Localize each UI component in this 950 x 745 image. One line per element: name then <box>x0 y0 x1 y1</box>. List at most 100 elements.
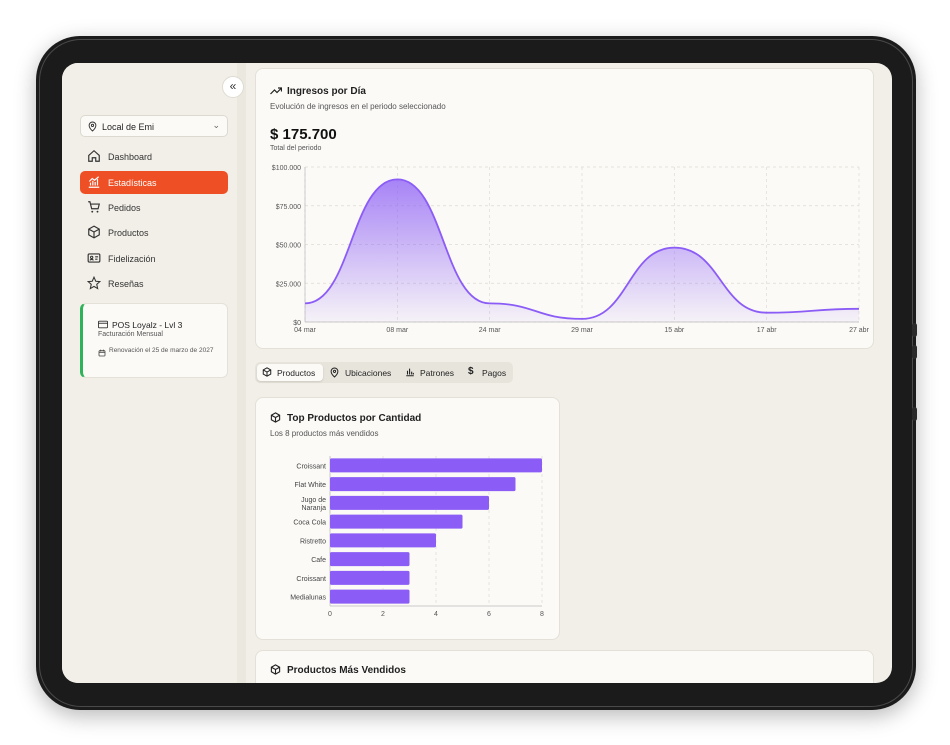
product-bar[interactable] <box>330 570 410 585</box>
category-label: Jugo de <box>301 497 326 504</box>
sidebar-item-label: Productos <box>108 228 149 238</box>
dollar-icon: $ <box>468 366 474 377</box>
product-bar[interactable] <box>330 477 516 492</box>
plan-billing: Facturación Mensual <box>98 331 163 338</box>
y-tick-label: $75.000 <box>276 204 301 211</box>
top-products-subtitle: Los 8 productos más vendidos <box>270 429 379 438</box>
revenue-card: Ingresos por Día Evolución de ingresos e… <box>255 68 874 349</box>
x-tick-label: 6 <box>487 611 491 618</box>
product-bar[interactable] <box>330 495 489 510</box>
volume-button <box>912 345 917 359</box>
y-tick-label: $50.000 <box>276 243 301 250</box>
sidebar-item-label: Pedidos <box>108 203 141 213</box>
revenue-subtitle: Evolución de ingresos en el periodo sele… <box>270 102 446 111</box>
trending-up-icon <box>270 87 282 95</box>
category-label: Naranja <box>301 505 326 512</box>
revenue-line <box>304 178 860 320</box>
app-screen: Local de Emi ⌄ Dashboard Estadísticas Pe… <box>62 63 892 683</box>
x-tick-label: 24 mar <box>479 327 501 334</box>
tablet-bezel-edge <box>39 39 913 707</box>
calendar-icon <box>98 349 106 357</box>
plan-renewal: Renovación el 25 de marzo de 2027 <box>109 347 214 354</box>
cart-icon <box>88 201 100 213</box>
tab-patrones[interactable]: Patrones <box>400 364 462 381</box>
stats-tabs: Productos Ubicaciones Patrones $ Pagos <box>255 362 513 383</box>
id-card-icon <box>87 253 101 263</box>
box-icon <box>88 225 100 239</box>
best-sellers-card: Productos Más Vendidos <box>255 650 874 683</box>
category-label: Medialunas <box>290 595 326 602</box>
category-label: Cafe <box>311 557 326 564</box>
location-select[interactable]: Local de Emi ⌄ <box>80 115 228 137</box>
x-tick-label: 2 <box>381 611 385 618</box>
x-tick-label: 15 abr <box>664 327 685 334</box>
x-tick-label: 29 mar <box>571 327 593 334</box>
chart-icon <box>88 176 100 188</box>
sidebar-item-dashboard[interactable]: Dashboard <box>80 145 228 168</box>
sidebar-item-label: Fidelización <box>108 254 156 264</box>
revenue-title: Ingresos por Día <box>287 86 366 97</box>
tab-label: Pagos <box>482 368 507 378</box>
sidebar-item-pedidos[interactable]: Pedidos <box>80 196 228 219</box>
y-tick-label: $0 <box>293 320 301 327</box>
home-icon <box>88 149 100 162</box>
y-tick-label: $25.000 <box>276 281 301 288</box>
box-icon <box>262 367 272 377</box>
x-tick-label: 04 mar <box>294 327 316 334</box>
x-tick-label: 08 mar <box>386 327 408 334</box>
sidebar-item-estadisticas[interactable]: Estadísticas <box>80 171 228 194</box>
sidebar-item-label: Dashboard <box>108 152 153 162</box>
x-tick-label: 4 <box>434 611 438 618</box>
product-bar[interactable] <box>330 514 463 529</box>
category-label: Flat White <box>294 482 326 489</box>
bar-chart-icon <box>406 368 414 377</box>
map-pin-icon <box>330 367 339 378</box>
product-bar[interactable] <box>330 552 410 567</box>
sidebar-item-productos[interactable]: Productos <box>80 221 228 244</box>
category-label: Croissant <box>296 576 326 583</box>
top-products-card: Top Productos por Cantidad Los 8 product… <box>255 397 560 640</box>
x-tick-label: 17 abr <box>757 327 778 334</box>
plan-card[interactable]: POS Loyalz - Lvl 3 Facturación Mensual R… <box>80 303 228 378</box>
credit-card-icon <box>98 320 108 329</box>
sidebar-item-fidelizacion[interactable]: Fidelización <box>80 247 228 270</box>
tab-ubicaciones[interactable]: Ubicaciones <box>325 364 398 381</box>
tab-label: Ubicaciones <box>345 368 392 378</box>
product-bar[interactable] <box>330 458 542 473</box>
x-tick-label: 8 <box>540 611 544 618</box>
revenue-total-label: Total del periodo <box>270 145 322 152</box>
collapse-sidebar-button[interactable]: « <box>222 76 244 98</box>
y-tick-label: $100.000 <box>272 165 301 172</box>
sidebar-item-resenas[interactable]: Reseñas <box>80 272 228 295</box>
plan-title: POS Loyalz - Lvl 3 <box>112 320 183 330</box>
box-icon <box>270 412 281 423</box>
best-sellers-title: Productos Más Vendidos <box>287 665 406 676</box>
tab-productos[interactable]: Productos <box>257 364 323 381</box>
revenue-total: $ 175.700 <box>270 126 337 143</box>
sidebar-item-label: Estadísticas <box>108 178 157 188</box>
revenue-area <box>305 179 859 322</box>
top-products-title: Top Productos por Cantidad <box>287 413 422 424</box>
sidebar: Local de Emi ⌄ Dashboard Estadísticas Pe… <box>62 63 237 683</box>
location-label: Local de Emi <box>102 122 155 132</box>
power-button <box>912 407 917 421</box>
x-tick-label: 0 <box>328 611 332 618</box>
revenue-area-chart: $0 $25.000 $50.000 $75.000 $100.000 04 mar 08 … <box>272 165 870 334</box>
map-pin-icon <box>88 121 97 132</box>
x-tick-label: 27 abr <box>849 327 870 334</box>
volume-button <box>912 323 917 337</box>
sidebar-divider <box>237 63 246 683</box>
category-label: Croissant <box>296 463 326 470</box>
category-label: Coca Cola <box>293 520 326 527</box>
box-icon <box>270 664 281 675</box>
tab-pagos[interactable]: $ Pagos <box>464 364 511 381</box>
product-bar[interactable] <box>330 589 410 604</box>
star-icon <box>87 276 101 290</box>
category-label: Ristretto <box>300 538 326 545</box>
tab-label: Productos <box>277 368 316 378</box>
sidebar-item-label: Reseñas <box>108 279 144 289</box>
tab-label: Patrones <box>420 368 455 378</box>
product-bar[interactable] <box>330 533 436 548</box>
chevron-down-icon: ⌄ <box>212 120 220 130</box>
